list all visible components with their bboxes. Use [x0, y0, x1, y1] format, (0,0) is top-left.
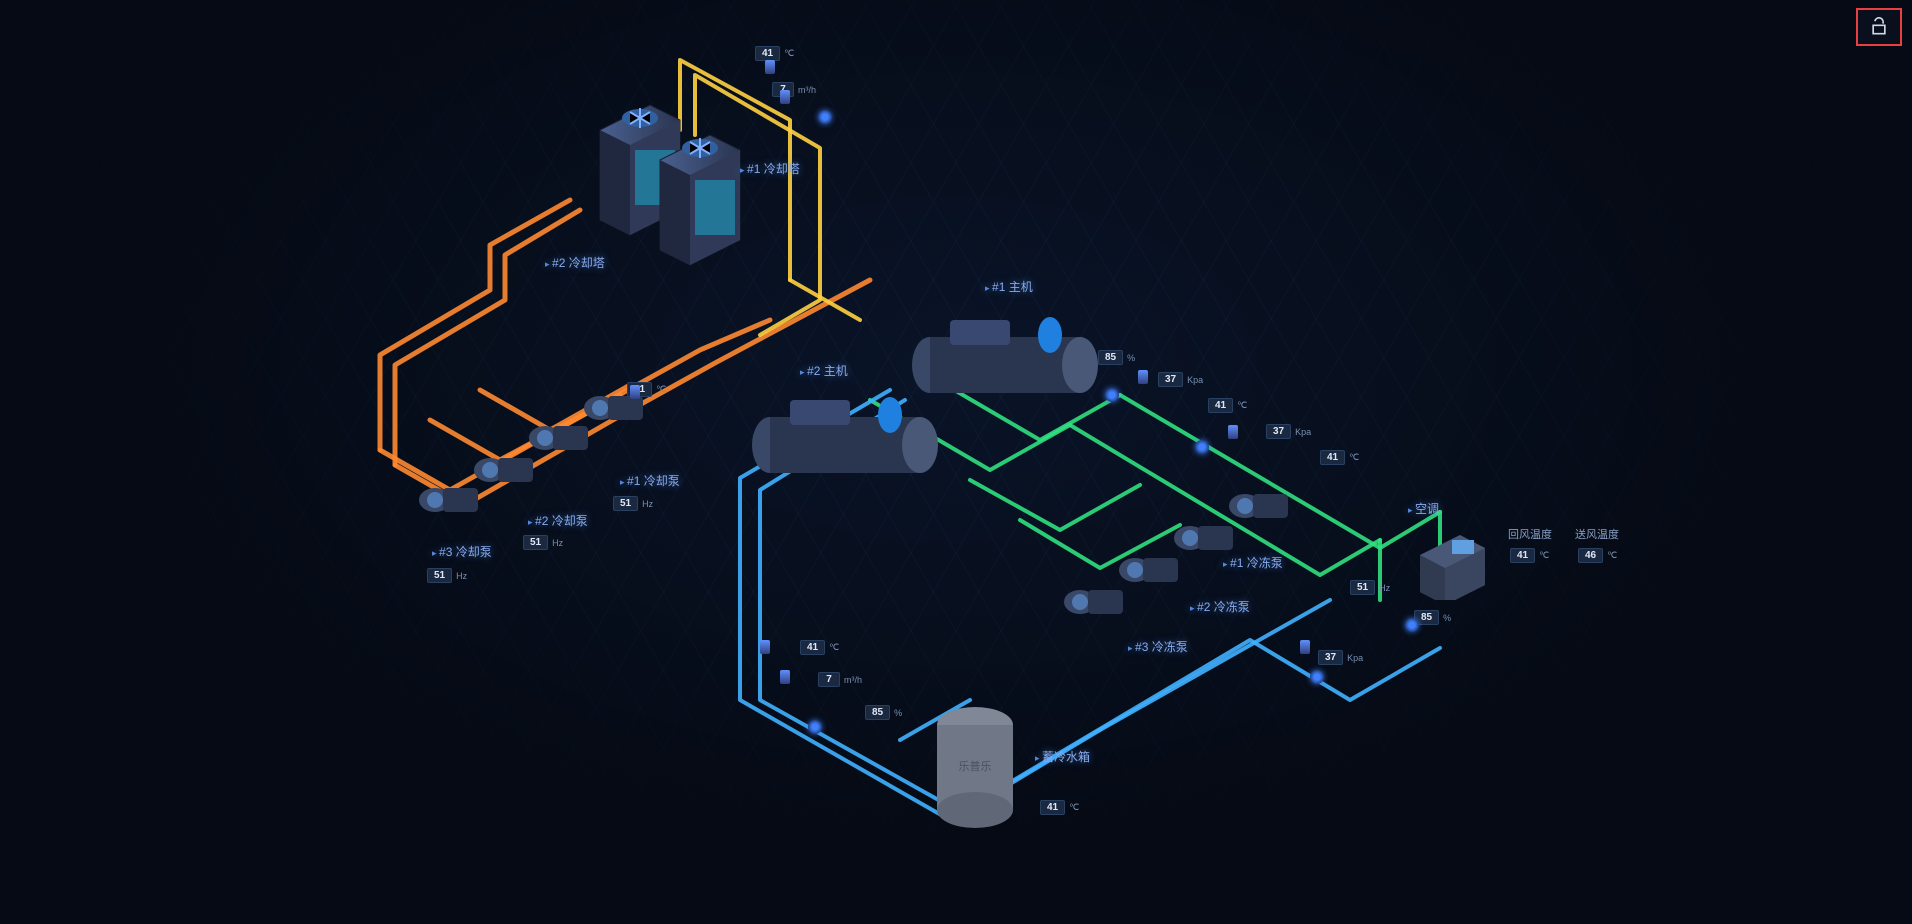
badge-temp-tank2: 41℃ — [1040, 800, 1079, 815]
badge-flow-top: 7m³/h — [772, 82, 816, 97]
badge-hz-ac: 51Hz — [1350, 580, 1390, 595]
label-tower1: #1 冷却塔 — [740, 160, 800, 177]
valve — [1405, 618, 1419, 632]
sensor — [1228, 425, 1238, 439]
valve — [818, 110, 832, 124]
label-fpump2: #2 冷冻泵 — [1190, 598, 1250, 615]
valve — [1105, 388, 1119, 402]
sensor — [1138, 370, 1148, 384]
valve — [808, 720, 822, 734]
badge-flow-tank: 7m³/h — [818, 672, 862, 687]
badge-kpa1: 37Kpa — [1158, 372, 1203, 387]
label-host1: #1 主机 — [985, 278, 1033, 295]
sensor — [765, 60, 775, 74]
badge-pct-ac: 85% — [1414, 610, 1451, 625]
label-cpump1: #1 冷却泵 — [620, 472, 680, 489]
freeze-pump-1b — [1225, 476, 1295, 531]
diagram-canvas: 乐普乐 #1 冷却塔 #2 冷却塔 #1 主机 #2 主机 #1 冷却泵 #2 … — [0, 0, 1912, 924]
badge-pct-host: 85% — [1098, 350, 1135, 365]
badge-temp-tank1: 41℃ — [800, 640, 839, 655]
badge-supply-t: 46℃ — [1578, 548, 1617, 563]
badge-pct-tank: 85% — [865, 705, 902, 720]
sensor — [1300, 640, 1310, 654]
chiller-1 — [900, 310, 1120, 405]
ac-unit — [1410, 530, 1495, 605]
cooling-tower-1 — [640, 130, 750, 285]
label-fpump1: #1 冷冻泵 — [1223, 554, 1283, 571]
badge-temp-top: 41℃ — [755, 46, 794, 61]
valve — [1310, 670, 1324, 684]
label-host2: #2 主机 — [800, 362, 848, 379]
lock-button[interactable] — [1856, 8, 1902, 46]
label-cpump2: #2 冷却泵 — [528, 512, 588, 529]
badge-temp-v1: 41℃ — [1208, 398, 1247, 413]
badge-hz-cpump2: 51Hz — [523, 535, 563, 550]
badge-kpa3: 37Kpa — [1318, 650, 1363, 665]
label-fpump3: #3 冷冻泵 — [1128, 638, 1188, 655]
label-tank: 蓄冷水箱 — [1035, 748, 1090, 765]
label-ac: 空调 — [1408, 500, 1439, 517]
label-cpump3: #3 冷却泵 — [432, 543, 492, 560]
sensor — [780, 670, 790, 684]
unlock-icon — [1869, 17, 1889, 37]
badge-hz-cpump1: 51Hz — [613, 496, 653, 511]
label-supply-temp: 送风温度 — [1575, 526, 1619, 542]
storage-tank: 乐普乐 — [930, 700, 1020, 845]
badge-temp-v2: 41℃ — [1320, 450, 1359, 465]
label-tower2: #2 冷却塔 — [545, 254, 605, 271]
badge-hz-cpump3: 51Hz — [427, 568, 467, 583]
svg-text:乐普乐: 乐普乐 — [959, 759, 992, 773]
badge-kpa2: 37Kpa — [1266, 424, 1311, 439]
badge-return-t: 41℃ — [1510, 548, 1549, 563]
sensor — [780, 90, 790, 104]
sensor — [760, 640, 770, 654]
sensor — [630, 385, 640, 399]
valve — [1195, 440, 1209, 454]
label-return-temp: 回风温度 — [1508, 526, 1552, 542]
